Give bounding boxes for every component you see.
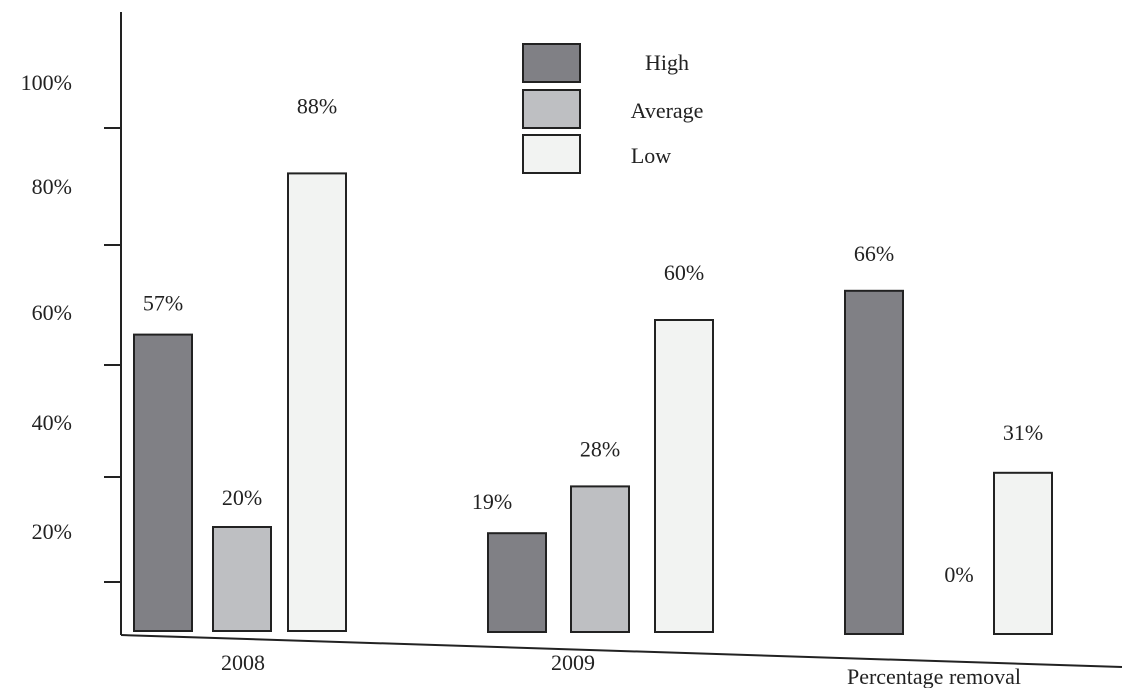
legend-label-average: Average [631, 98, 704, 123]
y-tick-label: 60% [32, 300, 72, 325]
legend-swatch-average [522, 89, 581, 129]
data-label-percentage-removal-low: 31% [1003, 420, 1043, 445]
data-label-2008-low: 88% [297, 93, 337, 118]
data-label-2008-average: 20% [222, 485, 262, 510]
y-tick-label: 40% [32, 410, 72, 435]
bar-2009-average [570, 485, 630, 633]
y-tick-label: 80% [32, 174, 72, 199]
y-tick-label: 20% [32, 519, 72, 544]
bars-group [133, 172, 1053, 635]
bar-percentage-removal-high [844, 289, 904, 635]
x-axis-line [120, 634, 1123, 668]
legend-label-low: Low [631, 143, 671, 168]
data-label-2009-low: 60% [664, 260, 704, 285]
legend-label-high: High [645, 50, 689, 75]
x-category-label-percentage-removal: Percentage removal [847, 664, 1021, 688]
legend-swatch-high [522, 43, 581, 83]
data-label-2009-high: 19% [472, 489, 512, 514]
bar-2009-high [487, 532, 547, 634]
bar-2009-low [654, 319, 714, 633]
bar-percentage-removal-low [993, 471, 1053, 635]
data-label-2008-high: 57% [143, 291, 183, 316]
legend: High Average Low [522, 43, 704, 174]
bar-2008-high [133, 333, 193, 632]
x-category-label-2008: 2008 [221, 650, 265, 675]
data-label-percentage-removal-average: 0% [944, 562, 973, 587]
data-label-2009-average: 28% [580, 436, 620, 461]
bar-2008-low [287, 172, 347, 632]
data-label-percentage-removal-high: 66% [854, 241, 894, 266]
x-category-label-2009: 2009 [551, 650, 595, 675]
data-labels-group: 57% 20% 88% 19% 28% 60% 66% 0% 31% [143, 93, 1043, 587]
y-tick-label: 100% [21, 70, 72, 95]
bar-2008-average [212, 526, 272, 632]
legend-swatch-low [522, 134, 581, 174]
